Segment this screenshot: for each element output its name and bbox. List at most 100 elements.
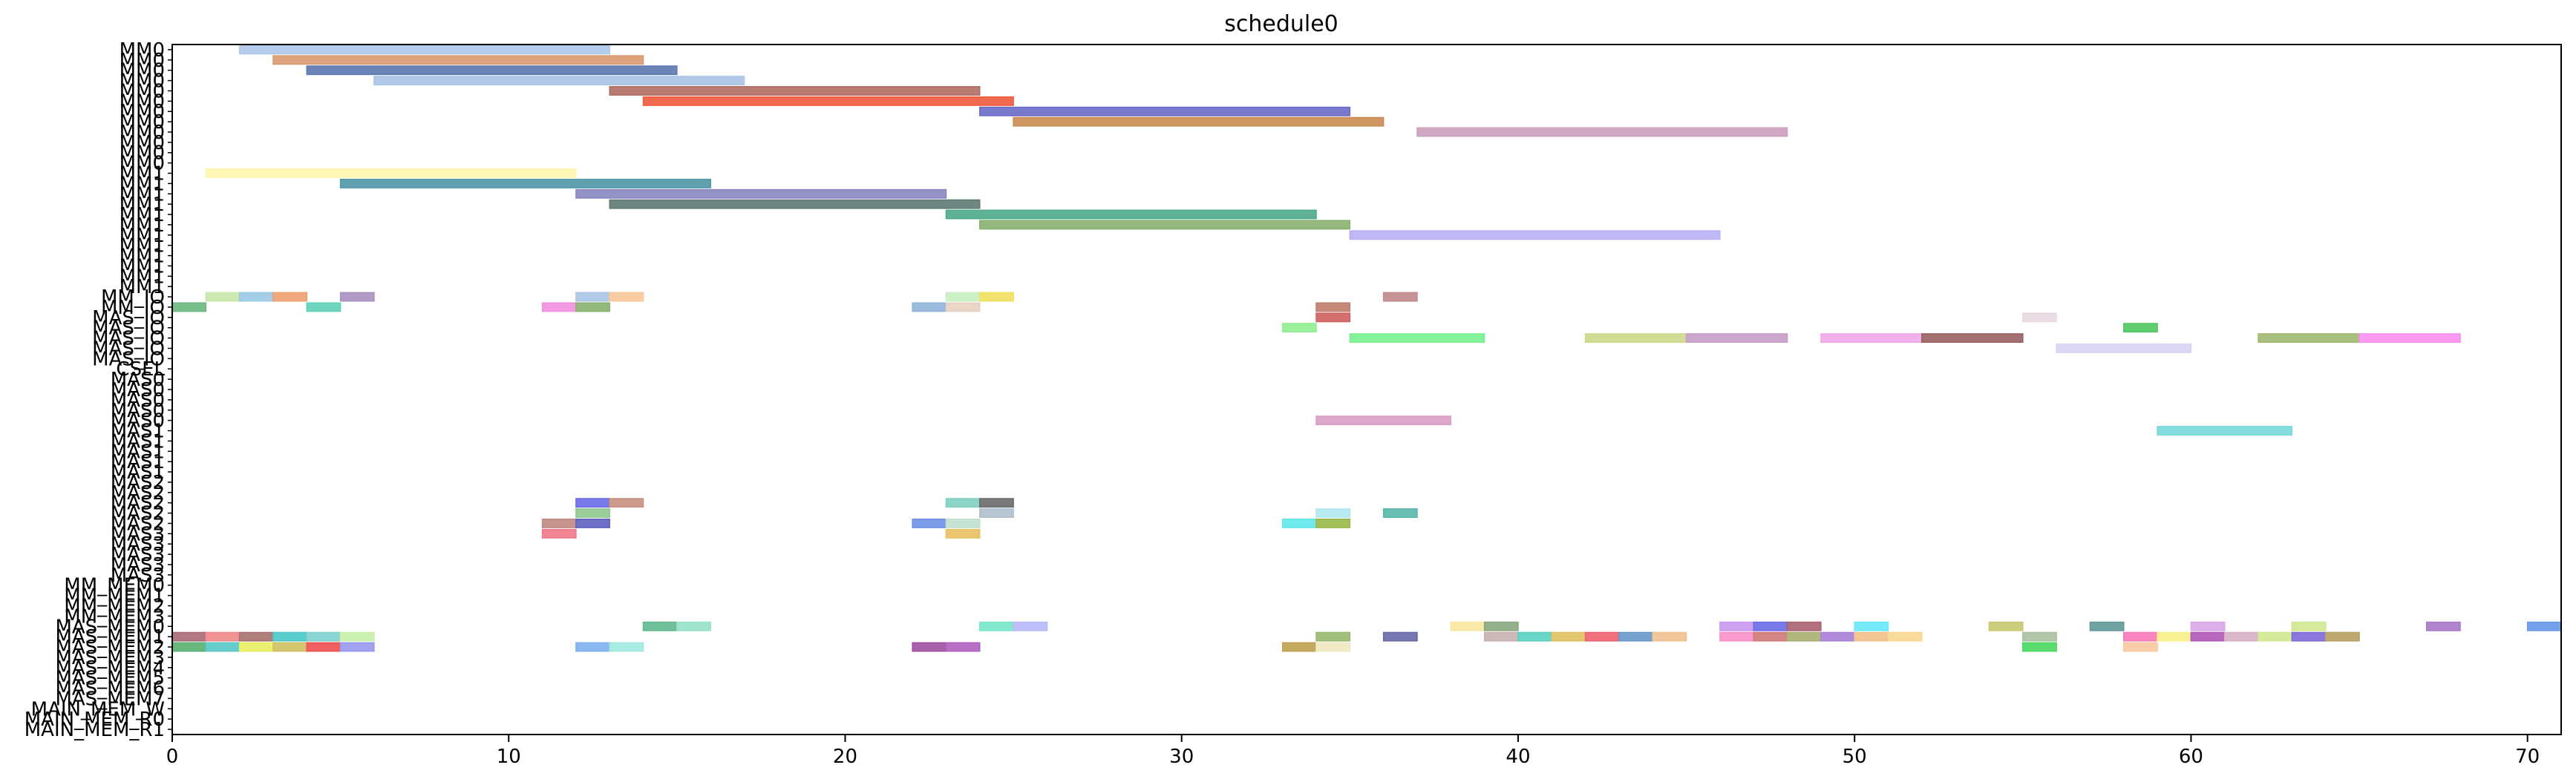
y-tick-label: MAIN_MEM_W bbox=[31, 698, 165, 720]
task-bar bbox=[2324, 631, 2360, 642]
task-bar bbox=[1820, 333, 1923, 344]
task-bar bbox=[1988, 621, 2024, 631]
task-bar bbox=[2224, 631, 2259, 642]
y-tick-label: MAS_MEM5 bbox=[55, 668, 165, 690]
task-bar bbox=[2258, 333, 2360, 344]
task-bar bbox=[238, 631, 274, 642]
y-tick-label: MM0 bbox=[120, 91, 165, 113]
y-tick-label: MAS0 bbox=[111, 400, 165, 422]
task-bar bbox=[1719, 631, 1754, 642]
task-bar bbox=[2123, 631, 2158, 642]
y-tick-label: MAS_MEM7 bbox=[55, 688, 165, 710]
y-tick-label: MM_MEM2 bbox=[64, 595, 165, 617]
task-bar bbox=[339, 178, 711, 188]
task-bar bbox=[642, 96, 1014, 106]
y-tick-label: MAS0 bbox=[111, 369, 165, 391]
task-bar bbox=[945, 642, 981, 652]
y-tick-label: MM_MEM1 bbox=[64, 585, 165, 608]
y-tick-label: MM0 bbox=[120, 70, 165, 93]
task-bar bbox=[272, 55, 644, 65]
y-tick-label: MAS_MEM3 bbox=[55, 647, 165, 669]
x-tick-label: 50 bbox=[1843, 746, 1867, 768]
task-bar bbox=[979, 498, 1014, 508]
task-bar bbox=[171, 302, 207, 312]
task-bar bbox=[1753, 621, 1788, 631]
task-bar bbox=[2258, 631, 2293, 642]
task-bar bbox=[2157, 426, 2293, 436]
y-tick-label: MAS1 bbox=[111, 421, 165, 443]
task-bar bbox=[238, 45, 610, 55]
task-bar bbox=[2190, 631, 2226, 642]
y-tick-label: MAS_IO bbox=[92, 318, 165, 340]
task-bar bbox=[1281, 642, 1317, 652]
task-bar bbox=[1786, 621, 1822, 631]
x-tick-label: 30 bbox=[1169, 746, 1194, 768]
x-axis-ticks: 0 10 20 30 40 50 60 70 bbox=[166, 735, 2540, 768]
task-bar bbox=[575, 292, 610, 302]
task-bar bbox=[373, 76, 745, 86]
task-bar bbox=[1315, 519, 1351, 528]
task-bar bbox=[1854, 631, 1889, 642]
task-bar bbox=[306, 65, 678, 76]
y-tick-label: MM1 bbox=[120, 194, 165, 216]
task-bar bbox=[1349, 230, 1721, 240]
task-bar bbox=[1382, 631, 1418, 642]
task-bar bbox=[1618, 631, 1654, 642]
y-tick-label: MM0 bbox=[120, 142, 165, 165]
task-bar bbox=[1315, 631, 1351, 642]
y-tick-label: MAS_IO bbox=[92, 328, 165, 350]
y-tick-label: MM_MEM0 bbox=[64, 575, 165, 597]
task-bar bbox=[1416, 127, 1788, 137]
task-bar bbox=[272, 642, 308, 652]
y-tick-label: MAS_MEM0 bbox=[55, 616, 165, 638]
task-bar bbox=[2526, 621, 2562, 631]
task-bar bbox=[609, 292, 644, 302]
y-tick-label: MM1 bbox=[120, 246, 165, 268]
task-bar bbox=[205, 292, 241, 302]
task-bar bbox=[1315, 302, 1351, 312]
task-bar bbox=[945, 519, 981, 528]
task-bar bbox=[1921, 333, 2024, 344]
y-tick-label: MM1 bbox=[120, 225, 165, 247]
task-bar bbox=[1483, 631, 1519, 642]
task-bar bbox=[306, 302, 341, 312]
y-tick-label: MM1 bbox=[120, 183, 165, 206]
task-bar bbox=[575, 519, 610, 528]
y-tick-label: MM0 bbox=[120, 111, 165, 134]
task-bar bbox=[575, 302, 610, 312]
task-bar bbox=[1753, 631, 1788, 642]
task-bar bbox=[339, 631, 375, 642]
y-tick-label: MM1 bbox=[120, 214, 165, 237]
task-bar bbox=[575, 642, 610, 652]
y-tick-label: MM0 bbox=[120, 60, 165, 82]
task-bar bbox=[272, 631, 308, 642]
task-bar bbox=[272, 292, 308, 302]
task-bar bbox=[2022, 631, 2057, 642]
task-bar bbox=[2358, 333, 2461, 344]
y-tick-label: MAS3 bbox=[111, 565, 165, 587]
y-tick-label: MM1 bbox=[120, 204, 165, 226]
y-tick-label: MM0 bbox=[120, 153, 165, 175]
task-bar bbox=[1315, 508, 1351, 519]
x-tick-label: 20 bbox=[833, 746, 857, 768]
task-bar bbox=[2123, 323, 2158, 333]
y-tick-label: MM0 bbox=[120, 132, 165, 154]
task-bar bbox=[339, 292, 375, 302]
task-bar bbox=[912, 642, 947, 652]
y-tick-label: MAS0 bbox=[111, 379, 165, 401]
task-bar bbox=[171, 631, 207, 642]
task-bar bbox=[2089, 621, 2125, 631]
task-bar bbox=[1551, 631, 1586, 642]
task-bar bbox=[1584, 631, 1620, 642]
task-bar bbox=[575, 508, 610, 519]
task-bar bbox=[912, 302, 947, 312]
y-tick-label: MAIN_MEM_R0 bbox=[24, 709, 165, 731]
x-tick-label: 0 bbox=[166, 746, 179, 768]
task-bar bbox=[2123, 642, 2158, 652]
y-tick-label: MAS_IO bbox=[92, 338, 165, 360]
task-bar bbox=[609, 199, 981, 209]
task-bar bbox=[2425, 621, 2461, 631]
y-tick-label: MM1 bbox=[120, 276, 165, 298]
y-tick-labels: MM0MM0MM0MM0MM0MM0MM0MM0MM0MM0MM0MM0MM1M… bbox=[24, 39, 172, 741]
y-tick-label: MAS3 bbox=[111, 533, 165, 556]
